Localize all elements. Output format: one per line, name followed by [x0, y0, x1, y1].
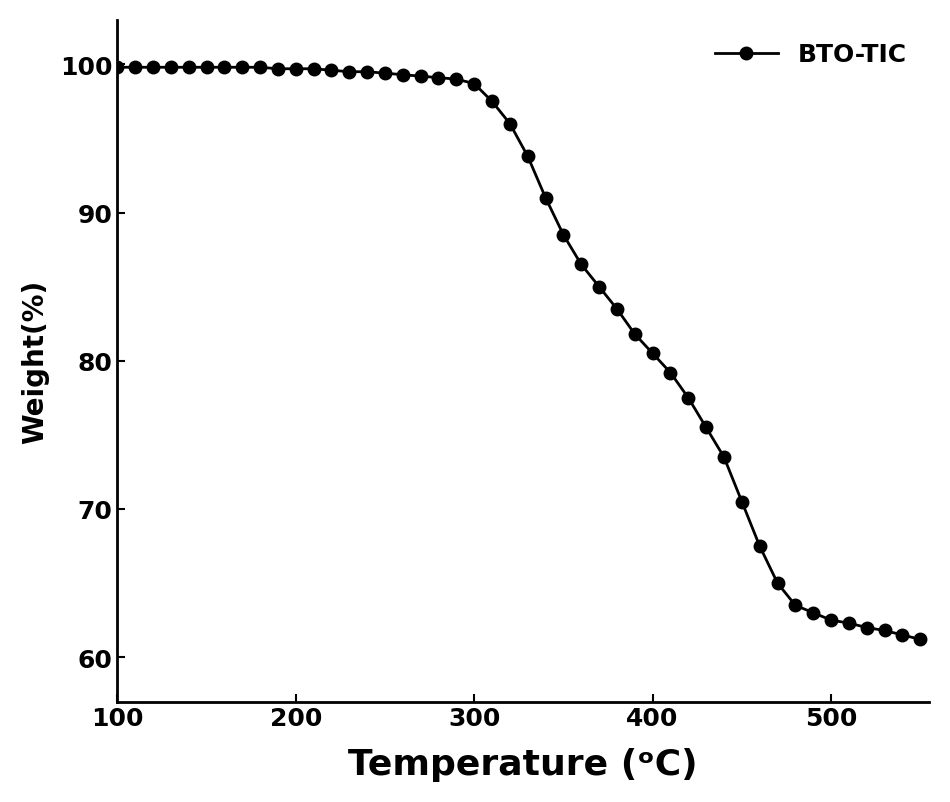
BTO-TIC: [433, 74, 445, 83]
Line: BTO-TIC: BTO-TIC: [111, 62, 926, 646]
BTO-TIC: [379, 69, 390, 79]
BTO-TIC: [915, 634, 926, 644]
BTO-TIC: [450, 75, 462, 85]
X-axis label: Temperature (ᵒC): Temperature (ᵒC): [349, 747, 698, 781]
BTO-TIC: [700, 423, 712, 433]
BTO-TIC: [326, 67, 337, 76]
BTO-TIC: [629, 330, 640, 339]
BTO-TIC: [397, 71, 408, 80]
BTO-TIC: [129, 63, 141, 73]
BTO-TIC: [147, 63, 159, 73]
BTO-TIC: [165, 63, 177, 73]
BTO-TIC: [771, 578, 783, 588]
BTO-TIC: [611, 305, 622, 314]
BTO-TIC: [665, 368, 676, 378]
BTO-TIC: [218, 63, 230, 73]
BTO-TIC: [736, 497, 748, 507]
BTO-TIC: [754, 541, 766, 551]
BTO-TIC: [576, 261, 587, 270]
BTO-TIC: [504, 119, 516, 129]
BTO-TIC: [647, 349, 658, 358]
BTO-TIC: [183, 63, 195, 73]
BTO-TIC: [897, 630, 908, 640]
BTO-TIC: [683, 394, 694, 403]
BTO-TIC: [237, 63, 248, 73]
BTO-TIC: [200, 63, 212, 73]
BTO-TIC: [415, 72, 427, 82]
BTO-TIC: [361, 68, 372, 78]
Y-axis label: Weight(%): Weight(%): [21, 279, 48, 444]
BTO-TIC: [844, 618, 855, 628]
BTO-TIC: [111, 63, 123, 73]
BTO-TIC: [255, 63, 266, 73]
BTO-TIC: [344, 68, 355, 78]
BTO-TIC: [879, 626, 890, 635]
BTO-TIC: [522, 152, 533, 162]
BTO-TIC: [468, 79, 480, 89]
BTO-TIC: [594, 282, 605, 292]
BTO-TIC: [861, 623, 872, 633]
BTO-TIC: [540, 193, 551, 203]
BTO-TIC: [558, 231, 569, 241]
BTO-TIC: [808, 608, 819, 618]
Legend: BTO-TIC: BTO-TIC: [705, 34, 917, 77]
BTO-TIC: [273, 65, 284, 75]
BTO-TIC: [486, 97, 498, 107]
BTO-TIC: [718, 452, 730, 462]
BTO-TIC: [308, 65, 319, 75]
BTO-TIC: [826, 615, 837, 625]
BTO-TIC: [789, 601, 801, 610]
BTO-TIC: [290, 65, 301, 75]
